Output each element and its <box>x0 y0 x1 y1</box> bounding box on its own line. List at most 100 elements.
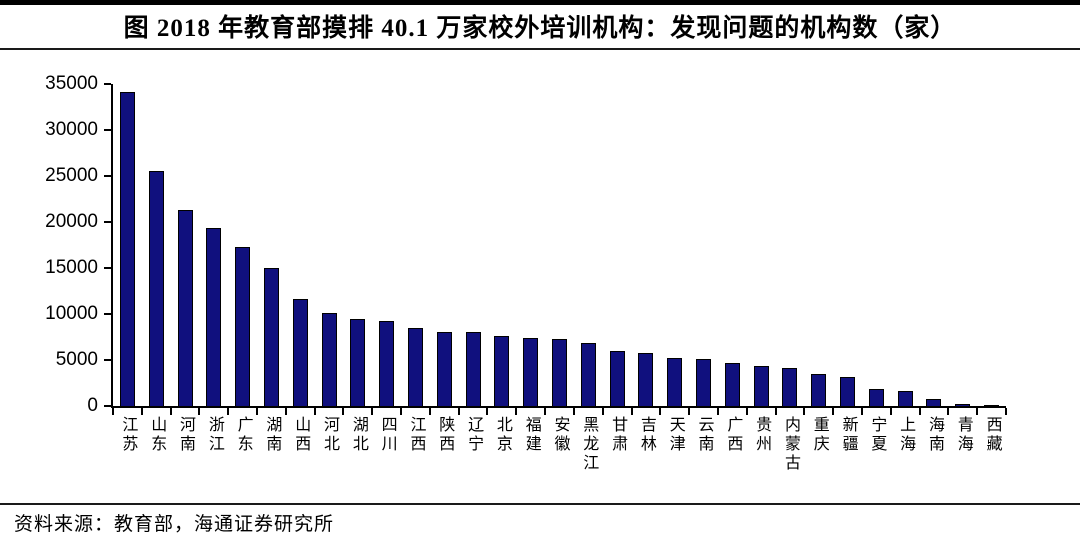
x-tick-label: 山西 <box>292 416 310 454</box>
x-axis-tick <box>198 408 201 415</box>
y-tick-label: 25000 <box>45 165 98 186</box>
y-tick-label: 30000 <box>45 119 98 140</box>
x-axis-tick <box>659 408 662 415</box>
x-tick-label: 浙江 <box>205 416 223 454</box>
x-tick-label: 辽宁 <box>465 416 483 454</box>
x-tick-label: 海南 <box>925 416 943 454</box>
x-axis-tick <box>515 408 518 415</box>
x-axis-tick <box>716 408 719 415</box>
x-axis-tick <box>400 408 403 415</box>
x-axis-tick <box>745 408 748 415</box>
figure-title: 图 2018 年教育部摸排 40.1 万家校外培训机构：发现问题的机构数（家） <box>123 15 957 42</box>
x-tick-label: 陕西 <box>436 416 454 454</box>
x-axis-tick <box>342 408 345 415</box>
chart-bar <box>523 338 539 406</box>
x-axis-tick <box>371 408 374 415</box>
chart-bar <box>667 358 683 406</box>
chart-bar <box>379 321 395 406</box>
y-axis-tick <box>104 129 111 131</box>
y-tick-label: 20000 <box>45 211 98 232</box>
x-axis-tick <box>313 408 316 415</box>
x-tick-label: 贵州 <box>753 416 771 454</box>
chart-bar <box>926 399 942 406</box>
chart-bar <box>609 351 625 406</box>
x-tick-label: 内蒙古 <box>781 416 799 473</box>
x-axis-labels: 江苏 山东 河南 浙江 广东 湖南 山西 河北 湖北 四川 江西 陕西 辽宁 北京 福建 安徽 黑龙江 甘肃 吉林天… <box>113 416 1006 500</box>
chart-bar <box>350 319 366 406</box>
x-axis-tick <box>572 408 575 415</box>
x-axis-tick <box>227 408 230 415</box>
chart-bar <box>494 336 510 406</box>
x-axis-tick <box>630 408 633 415</box>
x-axis-tick <box>803 408 806 415</box>
y-axis-tick <box>104 405 111 407</box>
chart-bar <box>955 404 971 406</box>
plot-area <box>104 83 1007 415</box>
x-axis-tick <box>774 408 777 415</box>
chart-bar <box>177 210 193 406</box>
x-axis-tick <box>428 408 431 415</box>
x-axis-tick <box>688 408 691 415</box>
x-tick-label: 甘肃 <box>609 416 627 454</box>
chart-bar <box>868 389 884 406</box>
chart-bar <box>811 374 827 406</box>
y-axis-tick <box>104 359 111 361</box>
chart-bar <box>552 339 567 406</box>
y-axis-tick <box>104 175 111 177</box>
x-tick-label: 黑龙江 <box>580 416 598 473</box>
x-tick-label: 山东 <box>148 416 166 454</box>
x-tick-label: 新疆 <box>839 416 857 454</box>
x-axis-tick <box>544 408 547 415</box>
chart-bar <box>206 228 222 406</box>
x-axis-tick <box>486 408 489 415</box>
chart-bar <box>638 353 654 406</box>
x-axis-tick <box>832 408 835 415</box>
x-axis-tick <box>601 408 604 415</box>
x-tick-label: 湖北 <box>349 416 367 454</box>
x-axis-tick <box>169 408 172 415</box>
y-tick-label: 5000 <box>55 349 98 370</box>
chart-bar <box>724 363 740 406</box>
chart-bar <box>407 328 423 406</box>
y-tick-label: 15000 <box>45 257 98 278</box>
y-axis-tick <box>104 267 111 269</box>
x-tick-label: 上海 <box>897 416 915 454</box>
x-tick-label: 河南 <box>177 416 195 454</box>
footer-rule <box>0 503 1080 505</box>
y-axis-tick <box>104 313 111 315</box>
chart-bar <box>580 343 596 406</box>
source-note: 资料来源：教育部，海通证券研究所 <box>14 514 335 535</box>
x-tick-label: 北京 <box>493 416 511 454</box>
chart-bar <box>753 366 769 406</box>
chart-bar <box>984 405 1000 406</box>
chart-bar <box>292 299 308 406</box>
chart-bar <box>840 377 856 406</box>
x-axis-tick <box>918 408 921 415</box>
x-tick-label: 江苏 <box>119 416 137 454</box>
x-tick-label: 四川 <box>378 416 396 454</box>
chart-bar <box>696 359 712 406</box>
chart-bar <box>436 332 452 406</box>
x-axis-tick <box>140 408 143 415</box>
x-tick-label: 广东 <box>234 416 252 454</box>
chart-bar <box>119 92 135 406</box>
x-axis-tick <box>284 408 287 415</box>
chart-bar <box>263 268 279 406</box>
x-axis-tick <box>457 408 460 415</box>
x-axis-tick <box>889 408 892 415</box>
x-axis-tick <box>860 408 863 415</box>
y-axis-tick <box>104 221 111 223</box>
x-axis-tick <box>976 408 979 415</box>
y-tick-label: 10000 <box>45 303 98 324</box>
x-tick-label: 广西 <box>724 416 742 454</box>
x-tick-label: 湖南 <box>263 416 281 454</box>
top-rule <box>0 0 1080 5</box>
title-rule <box>0 48 1080 50</box>
x-axis-tick <box>947 408 950 415</box>
x-tick-label: 青海 <box>954 416 972 454</box>
x-tick-label: 福建 <box>522 416 540 454</box>
y-axis-tick <box>104 83 111 85</box>
chart-bar <box>321 313 337 406</box>
x-tick-label: 重庆 <box>810 416 828 454</box>
x-axis-tick <box>256 408 259 415</box>
